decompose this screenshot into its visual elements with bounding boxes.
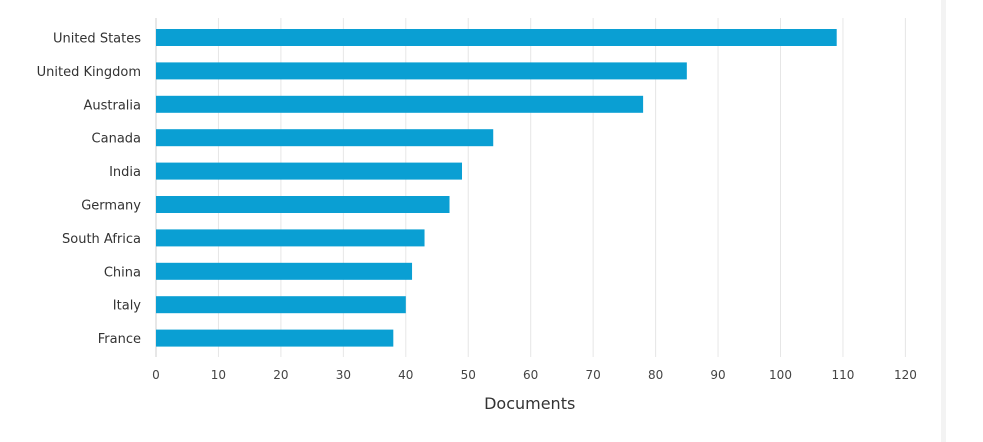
x-tick-label: 60 — [523, 368, 538, 382]
x-axis-title: Documents — [484, 394, 575, 413]
category-label: Italy — [113, 299, 142, 314]
bar — [156, 229, 425, 247]
bar — [156, 262, 413, 280]
x-tick-label: 10 — [211, 368, 226, 382]
category-label: Australia — [83, 98, 141, 113]
x-tick-label: 50 — [461, 368, 476, 382]
x-tick-label: 80 — [648, 368, 663, 382]
x-tick-label: 70 — [586, 368, 601, 382]
bar — [156, 296, 406, 314]
x-tick-label: 110 — [831, 368, 854, 382]
category-label: United Kingdom — [37, 65, 141, 80]
category-label: France — [98, 332, 141, 347]
x-tick-label: 40 — [398, 368, 413, 382]
x-tick-label: 120 — [894, 368, 917, 382]
x-tick-label: 0 — [152, 368, 160, 382]
x-tick-label: 30 — [336, 368, 351, 382]
bar — [156, 329, 394, 347]
bar — [156, 129, 494, 147]
category-label: Germany — [81, 199, 141, 214]
x-tick-label: 100 — [769, 368, 792, 382]
category-label: India — [109, 165, 141, 180]
bar — [156, 95, 644, 113]
bars — [156, 29, 837, 347]
x-tick-label: 20 — [273, 368, 288, 382]
bar — [156, 29, 837, 46]
category-label: Canada — [92, 132, 141, 147]
panel-divider — [941, 0, 946, 442]
category-labels: United States United Kingdom Australia Cana… — [37, 32, 142, 348]
category-label: China — [104, 265, 141, 280]
category-label: United States — [53, 32, 141, 47]
bar — [156, 162, 463, 180]
x-tick-label: 90 — [710, 368, 725, 382]
x-tick-labels: 0 10 20 30 40 50 60 70 80 90 100 110 120 — [152, 368, 917, 382]
category-label: South Africa — [62, 232, 141, 247]
bar — [156, 62, 687, 80]
bar — [156, 196, 450, 213]
